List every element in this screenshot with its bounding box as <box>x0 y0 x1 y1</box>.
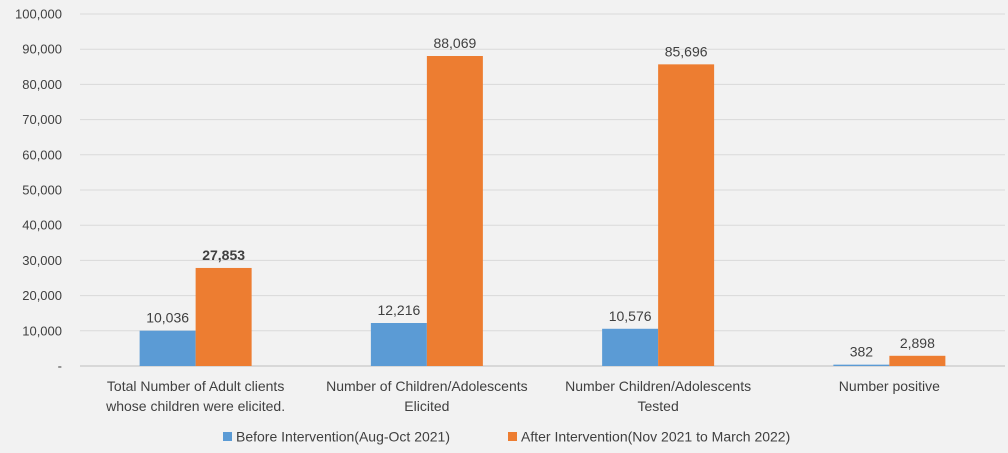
bar <box>195 267 252 366</box>
category-label: Number positive <box>839 378 940 394</box>
legend-swatch <box>508 432 517 441</box>
bar <box>833 364 890 366</box>
data-label: 12,216 <box>377 302 420 318</box>
category-label: whose children were elicited. <box>105 398 285 414</box>
y-tick-label: 60,000 <box>22 147 62 162</box>
bar <box>658 64 715 366</box>
data-label: 10,576 <box>609 308 652 324</box>
y-tick-label: 40,000 <box>22 218 62 233</box>
y-tick-label: 50,000 <box>22 183 62 198</box>
bars <box>139 55 946 366</box>
data-label: 27,853 <box>202 247 245 263</box>
bar <box>139 330 196 366</box>
bar <box>426 55 483 366</box>
legend-label: After Intervention(Nov 2021 to March 202… <box>521 429 790 445</box>
y-tick-label: 30,000 <box>22 253 62 268</box>
bar <box>889 355 946 366</box>
y-tick-label: 80,000 <box>22 77 62 92</box>
category-label: Elicited <box>404 398 449 414</box>
bar <box>602 328 659 366</box>
data-label: 2,898 <box>900 335 935 351</box>
legend-label: Before Intervention(Aug-Oct 2021) <box>236 429 450 445</box>
category-label: Total Number of Adult clients <box>107 378 284 394</box>
x-axis-categories: Total Number of Adult clients whose child… <box>105 378 940 414</box>
y-axis-ticks: - 10,000 20,000 30,000 40,000 50,000 60,000 70,… <box>15 7 62 374</box>
category-label: Number of Children/Adolescents <box>326 378 528 394</box>
y-tick-label: 90,000 <box>22 42 62 57</box>
category-label: Tested <box>638 398 679 414</box>
y-tick-label: 100,000 <box>15 7 62 22</box>
y-tick-label: 10,000 <box>22 323 62 338</box>
data-labels: 10,036 27,853 12,216 88,069 10,576 85,696 382 2… <box>146 35 935 360</box>
legend-swatch <box>223 432 232 441</box>
data-label: 85,696 <box>665 43 708 59</box>
y-tick-label: 20,000 <box>22 288 62 303</box>
legend: Before Intervention(Aug-Oct 2021) After I… <box>223 429 790 445</box>
data-label: 88,069 <box>433 35 476 51</box>
y-tick-label: - <box>58 359 62 374</box>
bar <box>370 322 427 366</box>
category-label: Number Children/Adolescents <box>565 378 751 394</box>
y-tick-label: 70,000 <box>22 112 62 127</box>
data-label: 10,036 <box>146 310 189 326</box>
data-label: 382 <box>850 344 874 360</box>
